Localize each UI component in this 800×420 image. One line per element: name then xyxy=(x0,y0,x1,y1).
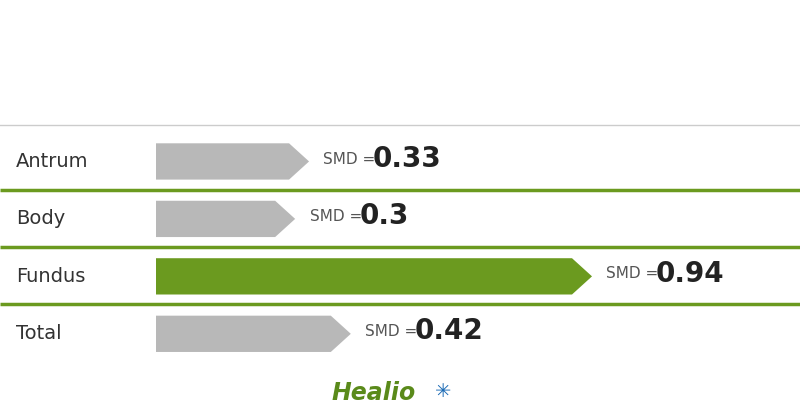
Text: SMD =: SMD = xyxy=(323,152,381,166)
Text: 0.94: 0.94 xyxy=(656,260,725,288)
Text: SMD =: SMD = xyxy=(366,324,422,339)
Text: Total: Total xyxy=(16,324,62,343)
Text: Compared with control, Metoclopramide use improved: Compared with control, Metoclopramide us… xyxy=(100,32,700,51)
Polygon shape xyxy=(156,316,351,352)
Text: 0.3: 0.3 xyxy=(359,202,409,231)
Text: 0.33: 0.33 xyxy=(373,145,442,173)
Text: Antrum: Antrum xyxy=(16,152,89,171)
Text: Healio: Healio xyxy=(332,381,416,405)
Text: SMD =: SMD = xyxy=(310,209,366,224)
Text: Body: Body xyxy=(16,210,66,228)
Text: ✳: ✳ xyxy=(435,382,451,401)
Polygon shape xyxy=(156,258,592,294)
Text: Fundus: Fundus xyxy=(16,267,86,286)
Polygon shape xyxy=(156,201,295,237)
Text: SMD =: SMD = xyxy=(606,266,663,281)
Text: modified Avgerinos score for endoscopic visualization:: modified Avgerinos score for endoscopic … xyxy=(99,75,701,94)
Text: 0.42: 0.42 xyxy=(415,318,483,345)
Polygon shape xyxy=(156,143,309,180)
